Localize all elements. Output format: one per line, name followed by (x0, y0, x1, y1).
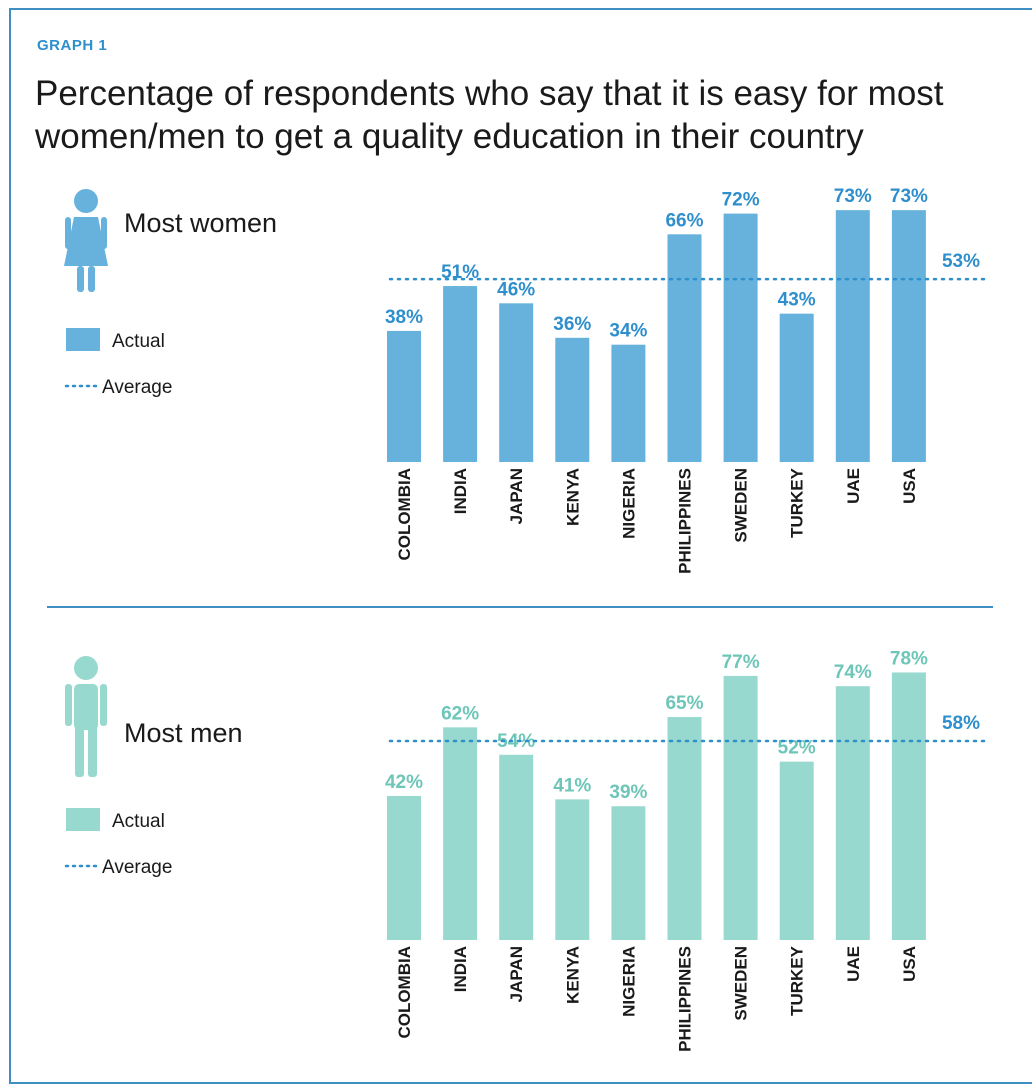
value-label: 52% (778, 738, 816, 759)
bar-uae (835, 686, 870, 940)
bar-sweden (723, 675, 758, 940)
icon-arm-left (65, 684, 72, 726)
icon-leg-right (88, 266, 95, 292)
series-label: Most men (124, 718, 243, 748)
value-label: 42% (385, 772, 423, 793)
value-label: 62% (441, 703, 479, 724)
category-label: TURKEY (788, 467, 807, 538)
category-label: COLOMBIA (395, 946, 414, 1039)
value-label: 38% (385, 307, 423, 328)
icon-arm-left (65, 217, 71, 249)
value-label: 43% (778, 290, 816, 311)
chart-men: Most men Actual Average 42% COLOMBIA 62% INDIA… (64, 648, 987, 1052)
category-label: PHILIPPINES (676, 946, 695, 1052)
category-label: TURKEY (788, 945, 807, 1016)
value-label: 77% (722, 652, 760, 673)
bar-japan (499, 754, 534, 940)
value-label: 73% (890, 186, 928, 207)
category-label: UAE (844, 946, 863, 982)
icon-torso (74, 684, 98, 730)
value-label: 36% (553, 314, 591, 335)
graph-label: GRAPH 1 (37, 37, 108, 54)
category-label: PHILIPPINES (676, 468, 695, 574)
value-label: 72% (722, 190, 760, 211)
icon-leg-left (75, 725, 84, 777)
icon-dress (64, 217, 108, 266)
value-label: 34% (609, 321, 647, 342)
value-label: 65% (665, 693, 703, 714)
value-label: 74% (834, 662, 872, 683)
category-label: SWEDEN (732, 946, 751, 1021)
category-label: USA (900, 946, 919, 982)
legend-actual-swatch (66, 808, 100, 831)
category-label: UAE (844, 468, 863, 504)
icon-arm-right (101, 217, 107, 249)
value-label: 78% (890, 648, 928, 669)
value-label: 41% (553, 775, 591, 796)
bar-colombia (387, 330, 421, 462)
bar-philippines (667, 234, 702, 462)
chart-title: Percentage of respondents who say that i… (35, 74, 944, 156)
bar-sweden (723, 213, 758, 462)
average-value-label: 53% (942, 251, 980, 272)
category-label: NIGERIA (619, 946, 638, 1017)
bar-nigeria (611, 344, 646, 462)
category-label: INDIA (451, 946, 470, 992)
man-figure-icon (65, 656, 107, 777)
value-label: 39% (609, 782, 647, 803)
category-label: COLOMBIA (395, 468, 414, 561)
bar-colombia (387, 795, 421, 940)
bar-japan (499, 303, 534, 462)
series-label: Most women (124, 208, 277, 238)
legend-average-label: Average (102, 377, 172, 398)
woman-figure-icon (64, 189, 108, 292)
section-divider (47, 606, 993, 608)
value-label: 51% (441, 262, 479, 283)
icon-leg-right (88, 725, 97, 777)
bar-philippines (667, 717, 702, 940)
icon-head (74, 189, 98, 213)
category-label: INDIA (451, 468, 470, 514)
category-label: JAPAN (507, 468, 526, 524)
bar-usa (891, 210, 926, 462)
value-label: 54% (497, 731, 535, 752)
legend-actual-label: Actual (112, 331, 165, 352)
bar-kenya (555, 337, 590, 462)
category-label: NIGERIA (619, 468, 638, 539)
value-label: 46% (497, 279, 535, 300)
bar-nigeria (611, 806, 646, 940)
bar-uae (835, 210, 870, 462)
legend-actual-label: Actual (112, 811, 165, 832)
category-label: JAPAN (507, 946, 526, 1002)
bar-usa (891, 672, 926, 940)
legend-average-label: Average (102, 857, 172, 878)
category-label: USA (900, 468, 919, 504)
icon-leg-left (77, 266, 84, 292)
bar-india (443, 286, 478, 462)
category-label: KENYA (563, 468, 582, 526)
bar-turkey (779, 313, 814, 462)
legend-actual-swatch (66, 328, 100, 351)
icon-head (74, 656, 98, 680)
icon-arm-right (100, 684, 107, 726)
value-label: 66% (665, 210, 703, 231)
category-label: SWEDEN (732, 468, 751, 543)
bar-turkey (779, 761, 814, 940)
average-value-label: 58% (942, 713, 980, 734)
value-label: 73% (834, 186, 872, 207)
bar-india (443, 727, 478, 940)
chart-women: Most women Actual Average 38% COLOMBIA 51% IND… (64, 186, 987, 574)
bar-kenya (555, 799, 590, 940)
category-label: KENYA (563, 946, 582, 1004)
